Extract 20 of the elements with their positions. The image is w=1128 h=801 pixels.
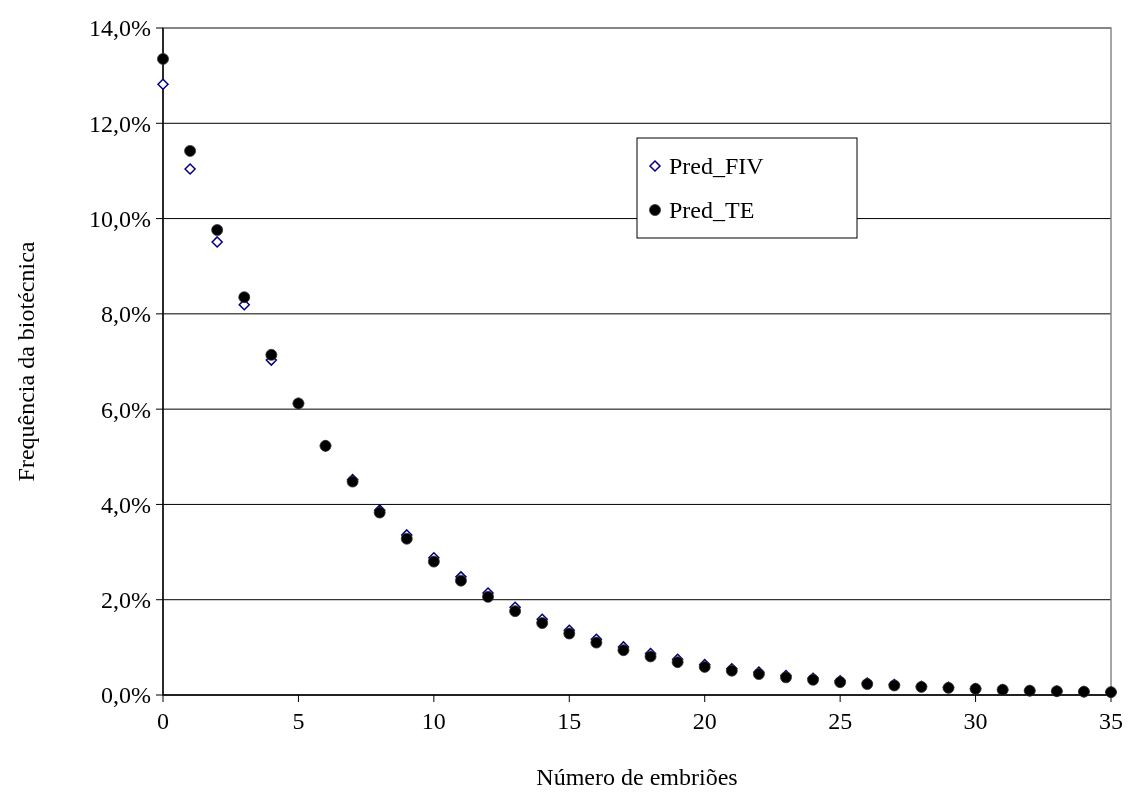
legend-label: Pred_TE bbox=[669, 197, 755, 224]
x-axis-title: Número de embriões bbox=[536, 764, 738, 790]
legend-label: Pred_FIV bbox=[669, 153, 765, 180]
y-tick-label: 0,0% bbox=[101, 682, 151, 709]
y-axis-title: Frequência da biotécnica bbox=[13, 241, 39, 482]
y-tick-label: 12,0% bbox=[89, 110, 151, 137]
x-tick-label: 35 bbox=[1099, 708, 1123, 734]
y-tick-label: 6,0% bbox=[101, 396, 151, 423]
x-tick-label: 30 bbox=[963, 708, 988, 734]
x-tick-label: 10 bbox=[421, 708, 446, 734]
x-tick-label: 5 bbox=[292, 708, 305, 734]
y-tick-label: 14,0% bbox=[89, 15, 151, 42]
y-tick-label: 8,0% bbox=[101, 301, 151, 328]
x-tick-label: 0 bbox=[157, 708, 169, 734]
x-tick-label: 25 bbox=[828, 708, 853, 734]
y-tick-label: 10,0% bbox=[89, 205, 151, 232]
x-tick-label: 15 bbox=[557, 708, 582, 734]
y-tick-label: 4,0% bbox=[101, 491, 151, 518]
y-tick-label: 2,0% bbox=[101, 587, 151, 614]
x-tick-label: 20 bbox=[692, 708, 717, 734]
